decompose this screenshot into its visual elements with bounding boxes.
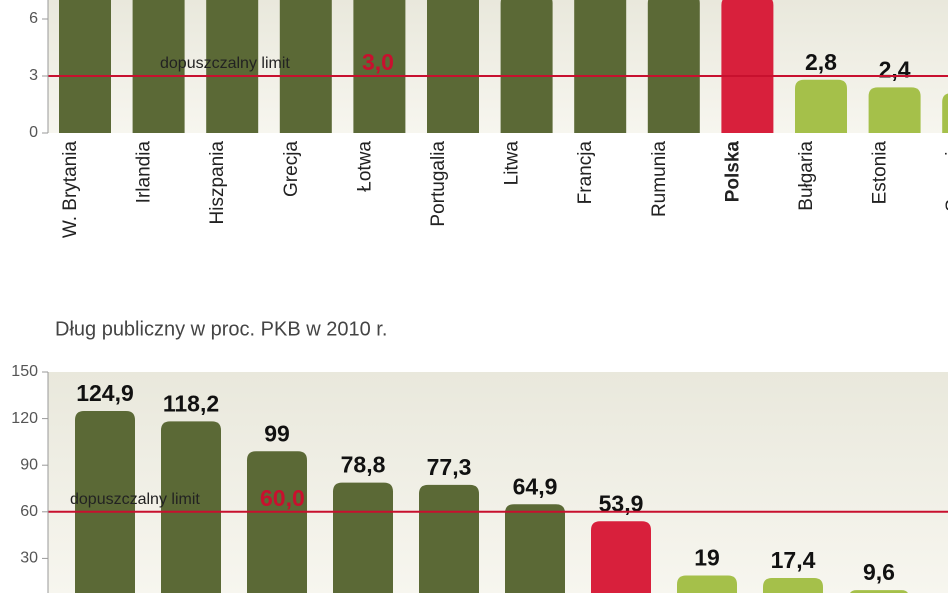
bar — [419, 484, 479, 593]
bar — [132, 0, 185, 133]
x-tick-label: Hiszpania — [207, 141, 228, 225]
bar — [75, 410, 135, 593]
x-tick-label: W. Brytania — [60, 141, 81, 239]
limit-text: dopuszczalny limit — [70, 491, 200, 508]
bar — [505, 504, 565, 593]
bar — [206, 0, 259, 133]
bar — [500, 0, 553, 133]
x-tick-label: Polska — [722, 141, 743, 203]
x-tick-label: Francja — [575, 141, 596, 205]
y-tick-label: 6 — [29, 10, 38, 27]
bar — [427, 0, 479, 133]
bar — [161, 421, 221, 593]
value-label: 19 — [694, 545, 720, 571]
bar — [942, 93, 948, 133]
bar — [353, 0, 406, 133]
bar — [333, 482, 393, 593]
x-tick-label: Grecja — [281, 141, 302, 197]
bar — [721, 0, 774, 133]
x-tick-label: Portugalia — [428, 141, 449, 227]
y-tick-label: 120 — [11, 410, 38, 427]
bar — [868, 87, 921, 133]
value-label: 64,9 — [513, 473, 558, 499]
value-label: 78,8 — [341, 452, 386, 478]
x-tick-label: Irlandia — [134, 141, 155, 204]
value-label: 118,2 — [163, 390, 219, 416]
limit-value: 60,0 — [260, 485, 305, 511]
chart-title: Dług publiczny w proc. PKB w 2010 r. — [55, 318, 387, 340]
y-tick-label: 30 — [20, 550, 38, 567]
value-label: 99 — [264, 420, 290, 446]
bar — [677, 575, 737, 593]
value-label: 77,3 — [427, 454, 472, 480]
value-label: 2,4 — [879, 56, 911, 82]
bar — [850, 590, 908, 593]
y-tick-label: 150 — [11, 363, 38, 380]
x-tick-label: Litwa — [502, 141, 523, 186]
bar — [591, 521, 651, 593]
y-tick-label: 90 — [20, 456, 38, 473]
value-label: 9,6 — [863, 559, 895, 585]
x-tick-label: Estonia — [870, 141, 891, 205]
bar — [59, 0, 111, 133]
bar — [647, 0, 700, 133]
bar — [574, 0, 627, 133]
value-label: 124,9 — [76, 380, 134, 406]
y-tick-label: 3 — [29, 67, 38, 84]
x-tick-label: Rumunia — [649, 141, 670, 217]
bar — [279, 0, 332, 133]
x-tick-label: Łotwa — [354, 141, 375, 192]
x-tick-label: Bułgaria — [796, 141, 817, 211]
value-label: 2,8 — [805, 49, 837, 75]
bar — [247, 451, 307, 593]
x-tick-label: Szwecja — [943, 141, 948, 212]
bar — [763, 577, 823, 593]
limit-value: 3,0 — [362, 49, 394, 75]
limit-text: dopuszczalny limit — [160, 55, 290, 72]
y-tick-label: 60 — [20, 503, 38, 520]
bar — [795, 79, 847, 133]
y-tick-label: 0 — [29, 124, 38, 141]
value-label: 17,4 — [771, 547, 816, 573]
